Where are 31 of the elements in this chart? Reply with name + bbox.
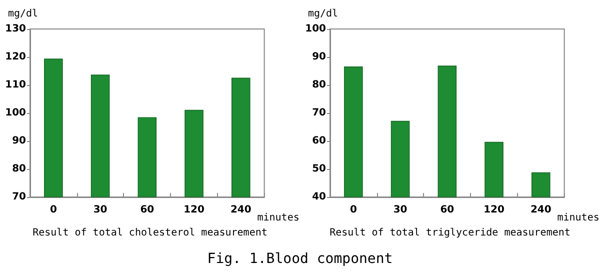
y-tick-label: 60 [312,136,326,146]
x-tick-label: 120 [184,204,204,216]
x-tick-label: 120 [484,204,504,216]
text: Result of total triglyceride measurement [330,228,570,238]
y-tick-label: 100 [305,24,326,34]
y-tick-label: 100 [5,108,26,118]
x-tick-label: 30 [93,204,108,216]
y-tick-label: 80 [312,80,326,90]
x-tick-label: 30 [393,204,408,216]
x-tick-label: 60 [440,204,454,216]
y-tick-label: 90 [312,52,326,62]
y-tick-label: 40 [312,192,326,202]
x-tick-label: 60 [140,204,154,216]
y-tick-label: 90 [12,136,26,146]
y-axis-title: mg/dl [8,8,38,20]
y-tick-label: 120 [5,52,26,62]
x-tick-label: 0 [350,204,357,216]
y-axis-title: mg/dl [308,8,338,20]
x-tick-label: 0 [50,204,57,216]
x-tick-label: 240 [530,204,552,216]
caption: Fig. 1.Blood component [206,251,394,267]
y-tick-label: 70 [12,192,26,202]
y-tick-label: 130 [5,24,26,34]
y-tick-label: 50 [312,164,326,174]
x-tick-label: 240 [230,204,252,216]
y-tick-label: 110 [5,80,26,90]
y-tick-label: 80 [12,164,26,174]
x-axis-title: minutes [257,212,300,224]
y-tick-label: 70 [312,108,326,118]
x-axis-title: minutes [557,212,600,224]
text: Result of total cholesterol measurement [32,228,268,238]
